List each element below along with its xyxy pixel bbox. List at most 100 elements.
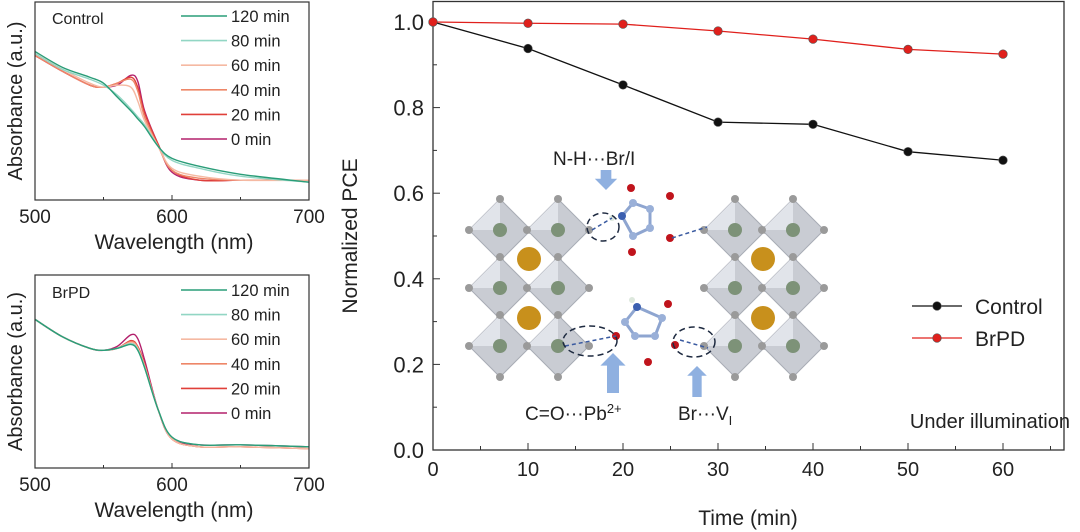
- x-tick-label: 600: [156, 475, 188, 496]
- halide-atom: [731, 373, 739, 381]
- molecule-atom: [629, 232, 637, 240]
- halide-atom: [554, 253, 562, 261]
- halide-atom: [496, 253, 504, 261]
- halide-atom: [523, 226, 531, 234]
- hydrogen-atom: [629, 297, 635, 303]
- legend-label: 60 min: [231, 331, 281, 349]
- legend-label: 120 min: [231, 8, 290, 26]
- data-point-brpd: [998, 49, 1008, 59]
- x-tick-label: 0: [427, 459, 438, 481]
- coordination-bond: [564, 335, 617, 347]
- legend-label: 40 min: [231, 356, 281, 374]
- interaction-ellipse: [586, 212, 620, 242]
- y-tick-label: 0.0: [393, 438, 424, 463]
- halide-atom: [554, 195, 562, 203]
- x-tick-label: 500: [19, 207, 51, 228]
- halide-atom: [585, 284, 593, 292]
- legend-label: 0 min: [231, 131, 271, 149]
- vacancy-bond: [679, 339, 709, 349]
- halide-atom: [731, 311, 739, 319]
- spectrum-line: [34, 50, 310, 183]
- legend-marker: [932, 301, 942, 311]
- x-tick-label: 50: [897, 459, 919, 481]
- x-tick-label: 60: [992, 459, 1014, 481]
- molecule-atom: [621, 318, 629, 326]
- x-tick-label: 10: [517, 459, 539, 481]
- inset-label-co-pb: C=O···Pb2+: [525, 401, 622, 425]
- legend-label: BrPD: [975, 328, 1025, 351]
- panel-annotation: Control: [52, 11, 104, 28]
- halide-atom: [523, 284, 531, 292]
- cation-atom: [517, 306, 541, 330]
- inset-label-nh-br: N-H···Br/I: [553, 149, 635, 170]
- pb-atom: [493, 339, 507, 353]
- x-tick-label: 700: [293, 475, 325, 496]
- pb-atom: [493, 281, 507, 295]
- pb-atom: [493, 223, 507, 237]
- data-point-brpd: [713, 26, 723, 36]
- y-tick-label: 0.8: [393, 96, 424, 121]
- interaction-ellipse: [562, 325, 618, 357]
- x-axis-title: Wavelength (nm): [94, 499, 253, 522]
- legend-label: 20 min: [231, 106, 281, 124]
- pb-atom: [551, 339, 565, 353]
- halide-atom: [758, 226, 766, 234]
- cation-atom: [751, 247, 775, 271]
- molecule-atom: [618, 212, 626, 220]
- pb-atom: [786, 339, 800, 353]
- halide-atom: [820, 342, 828, 350]
- octahedron-face: [704, 199, 735, 230]
- molecule-ring: [620, 201, 652, 238]
- x-tick-label: 40: [802, 459, 824, 481]
- halide-atom: [789, 195, 797, 203]
- octahedron-face: [527, 315, 558, 346]
- spectrum-line: [34, 318, 310, 448]
- series-line-control: [432, 21, 1004, 161]
- pb-atom: [786, 281, 800, 295]
- x-tick-label: 30: [707, 459, 729, 481]
- pb-atom: [786, 223, 800, 237]
- octahedron-face: [704, 257, 735, 288]
- octahedron-face: [762, 257, 793, 288]
- halide-atom: [731, 195, 739, 203]
- halide-atom: [731, 253, 739, 261]
- data-point-control: [713, 117, 723, 127]
- halide-atom: [758, 284, 766, 292]
- molecule-atom: [658, 314, 666, 322]
- molecular-interaction-inset: [465, 170, 828, 397]
- halide-atom: [700, 342, 708, 350]
- halide-atom: [465, 226, 473, 234]
- arrow-up-icon: [600, 353, 626, 393]
- halide-atom: [700, 284, 708, 292]
- arrow-up-icon: [687, 366, 707, 397]
- molecule-atom: [629, 199, 637, 207]
- interaction-ellipse: [672, 326, 716, 358]
- octahedron-face: [527, 199, 558, 230]
- y-tick-label: 0.2: [393, 352, 424, 377]
- x-axis-title: Time (min): [698, 507, 798, 530]
- x-axis-title: Wavelength (nm): [94, 231, 253, 254]
- octahedron-face: [762, 199, 793, 230]
- data-point-control: [998, 155, 1008, 165]
- data-point-brpd: [523, 18, 533, 28]
- legend-label: 80 min: [231, 307, 281, 325]
- data-point-brpd: [808, 34, 818, 44]
- oxygen-atom: [627, 184, 635, 192]
- halide-atom: [523, 342, 531, 350]
- spectrum-line: [34, 54, 310, 182]
- halide-atom: [789, 311, 797, 319]
- cation-atom: [517, 247, 541, 271]
- arrow-down-icon: [594, 170, 618, 190]
- octahedron-face: [469, 199, 500, 230]
- legend-label: 120 min: [231, 282, 290, 300]
- halide-atom: [820, 284, 828, 292]
- x-tick-label: 20: [612, 459, 634, 481]
- data-point-brpd: [618, 19, 628, 29]
- x-tick-label: 600: [156, 207, 188, 228]
- pb-atom: [728, 339, 742, 353]
- halide-atom: [554, 311, 562, 319]
- oxygen-atom: [666, 234, 674, 242]
- molecule-ring: [623, 305, 664, 338]
- oxygen-atom: [664, 300, 672, 308]
